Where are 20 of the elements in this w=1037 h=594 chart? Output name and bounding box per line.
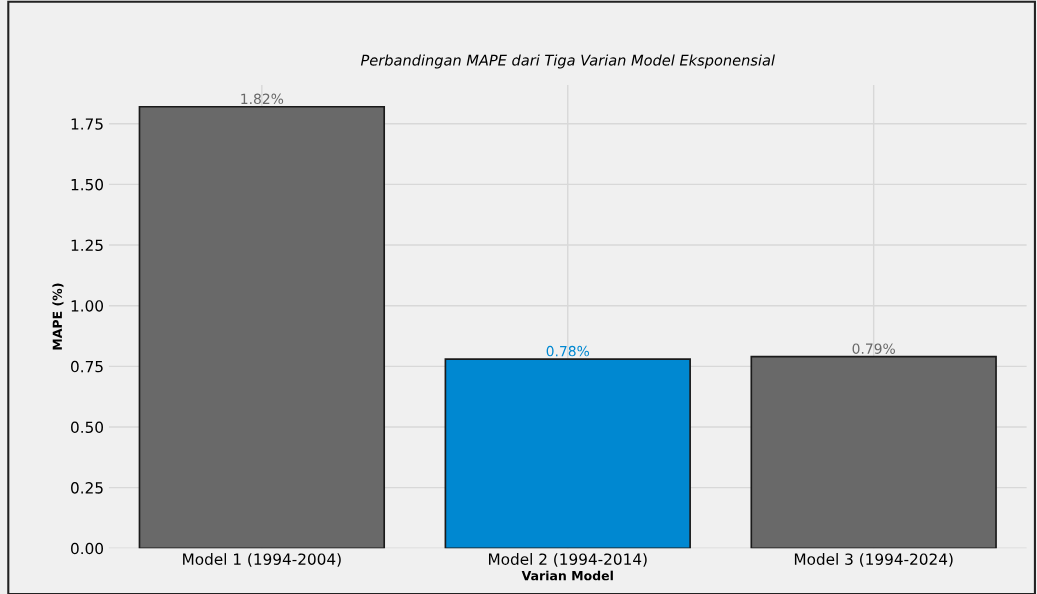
data-label: 0.78% <box>546 345 590 357</box>
bar <box>750 355 997 549</box>
y-tick-label: 1.50 <box>71 178 104 191</box>
y-tick-label: 0.00 <box>71 542 104 555</box>
x-tick-label: Model 1 (1994-2004) <box>183 553 341 567</box>
y-axis-title: MAPE (%) <box>52 283 64 350</box>
bar <box>138 105 386 549</box>
y-tick-label: 1.75 <box>71 118 103 130</box>
bar <box>444 358 691 549</box>
chart-title: Perbandingan MAPE dari Tiga Varian Model Eksponensial <box>360 54 775 69</box>
data-label: 1.82% <box>241 93 284 105</box>
x-tick-label: Model 2 (1994-2014) <box>489 553 647 567</box>
y-tick-label: 0.50 <box>71 421 104 433</box>
x-axis-title: Varian Model <box>521 570 613 581</box>
y-tick-label: 0.75 <box>71 360 103 373</box>
data-label: 0.79% <box>852 343 895 354</box>
x-tick-label: Model 3 (1994-2024) <box>794 553 953 567</box>
y-tick-label: 1.25 <box>71 239 103 252</box>
y-tick-label: 1.00 <box>71 300 104 312</box>
y-tick-label: 0.25 <box>71 482 103 494</box>
